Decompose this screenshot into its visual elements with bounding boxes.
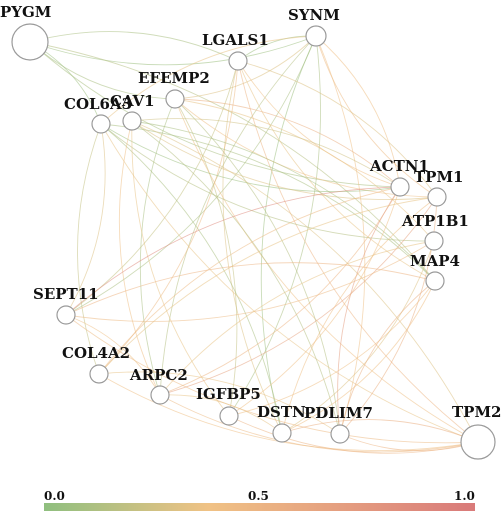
node-pygm[interactable]: PYGM <box>0 3 51 60</box>
node-col4a2[interactable]: COL4A2 <box>62 344 130 383</box>
node-circle-igfbp5[interactable] <box>220 407 238 425</box>
edge-col6a3-col4a2 <box>77 124 101 374</box>
edge-tpm1-arpc2 <box>160 197 437 395</box>
scale-min-label: 0.0 <box>44 489 65 503</box>
scale-mid-label: 0.5 <box>248 489 269 503</box>
edge-col6a3-atp1b1 <box>101 124 434 241</box>
node-arpc2[interactable]: ARPC2 <box>129 366 188 404</box>
node-circle-lgals1[interactable] <box>229 52 247 70</box>
node-circle-pygm[interactable] <box>12 24 48 60</box>
node-label-pygm: PYGM <box>0 3 51 21</box>
edge-tpm1-pdlim7 <box>340 197 437 434</box>
scale-max-label: 1.0 <box>454 489 475 503</box>
node-circle-actn1[interactable] <box>391 178 409 196</box>
edge-synm-dstn <box>261 36 316 433</box>
node-label-sept11: SEPT11 <box>33 285 99 303</box>
node-circle-map4[interactable] <box>426 272 444 290</box>
color-scale-bar <box>44 503 475 511</box>
node-circle-col4a2[interactable] <box>90 365 108 383</box>
edge-tpm1-col4a2 <box>99 197 437 374</box>
node-synm[interactable]: SYNM <box>288 6 340 46</box>
node-circle-sept11[interactable] <box>57 306 75 324</box>
node-label-col4a2: COL4A2 <box>62 344 130 362</box>
node-label-tpm1: TPM1 <box>414 168 463 186</box>
node-label-synm: SYNM <box>288 6 340 24</box>
node-label-map4: MAP4 <box>410 252 460 270</box>
edge-cav1-actn1 <box>132 119 400 187</box>
node-circle-tpm1[interactable] <box>428 188 446 206</box>
node-label-lgals1: LGALS1 <box>202 31 269 49</box>
node-circle-synm[interactable] <box>306 26 326 46</box>
node-label-arpc2: ARPC2 <box>129 366 188 384</box>
color-scale: 0.0 0.5 1.0 <box>44 489 475 511</box>
node-circle-tpm2[interactable] <box>461 425 495 459</box>
edge-col6a3-actn1 <box>101 124 400 192</box>
node-label-pdlim7: PDLIM7 <box>304 404 373 422</box>
node-circle-col6a3[interactable] <box>92 115 110 133</box>
node-label-cav1: CAV1 <box>110 92 155 110</box>
node-circle-cav1[interactable] <box>123 112 141 130</box>
node-circle-arpc2[interactable] <box>151 386 169 404</box>
node-label-tpm2: TPM2 <box>452 403 501 421</box>
node-tpm1[interactable]: TPM1 <box>414 168 463 206</box>
node-circle-pdlim7[interactable] <box>331 425 349 443</box>
node-label-efemp2: EFEMP2 <box>138 69 210 87</box>
node-circle-efemp2[interactable] <box>166 90 184 108</box>
edge-actn1-igfbp5 <box>229 187 400 416</box>
node-label-atp1b1: ATP1B1 <box>401 212 469 230</box>
node-circle-dstn[interactable] <box>273 424 291 442</box>
node-label-dstn: DSTN <box>257 403 306 421</box>
edge-col6a3-map4 <box>101 124 435 281</box>
node-circle-atp1b1[interactable] <box>425 232 443 250</box>
node-label-igfbp5: IGFBP5 <box>196 385 261 403</box>
